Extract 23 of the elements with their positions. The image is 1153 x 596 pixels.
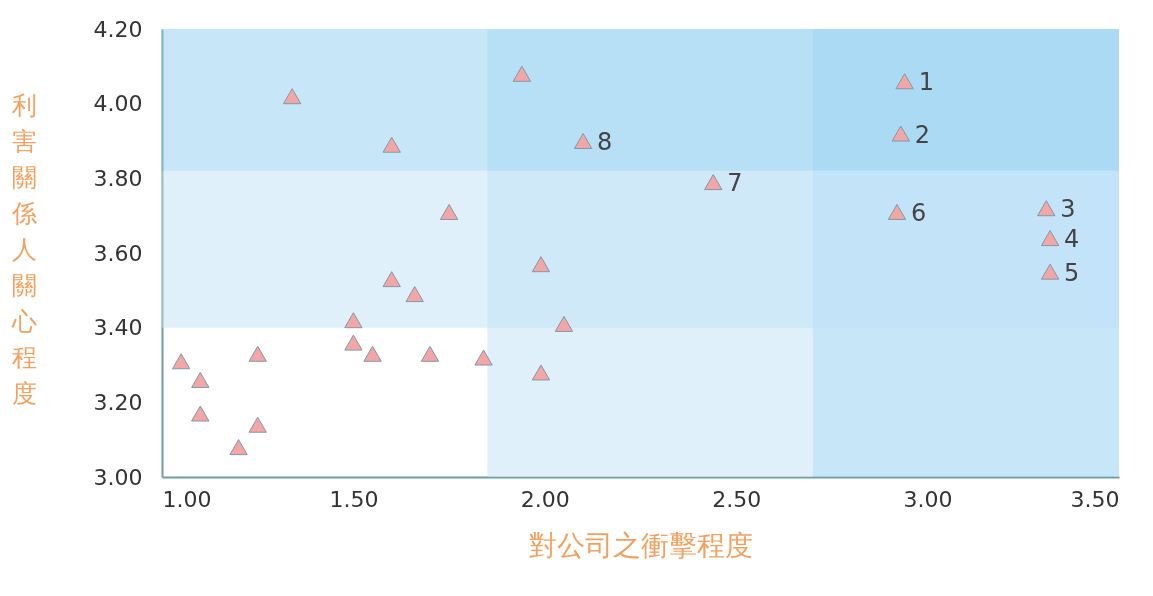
annotation: 6 xyxy=(910,198,927,227)
annotation: 1 xyxy=(918,68,934,97)
y-tick-label: 4.00 xyxy=(93,91,143,117)
y-tick-label: 3.20 xyxy=(93,389,143,415)
y-tick-label: 3.60 xyxy=(93,240,143,266)
annotation: 2 xyxy=(914,120,931,149)
y-tick-label: 4.20 xyxy=(93,16,143,42)
annotation: 7 xyxy=(727,169,743,198)
annotation: 5 xyxy=(1064,258,1080,287)
x-tick-label: 1.00 xyxy=(162,486,212,512)
annotation: 4 xyxy=(1064,225,1080,254)
text: 利害關係人關心程度 xyxy=(12,91,37,408)
y-tick-label: 3.00 xyxy=(93,464,143,490)
annotation: 8 xyxy=(597,128,613,156)
annotation: 3 xyxy=(1060,195,1076,224)
x-axis-title: 對公司之衝擊程度 xyxy=(529,528,753,562)
y-tick-label: 3.40 xyxy=(93,315,143,341)
x-tick-label: 2.00 xyxy=(520,486,570,512)
y-tick-label: 3.80 xyxy=(93,165,143,191)
x-tick-label: 1.50 xyxy=(329,486,379,512)
x-tick-label: 3.50 xyxy=(1070,486,1120,512)
x-tick-label: 3.00 xyxy=(903,486,953,512)
x-tick-label: 2.50 xyxy=(712,486,762,512)
